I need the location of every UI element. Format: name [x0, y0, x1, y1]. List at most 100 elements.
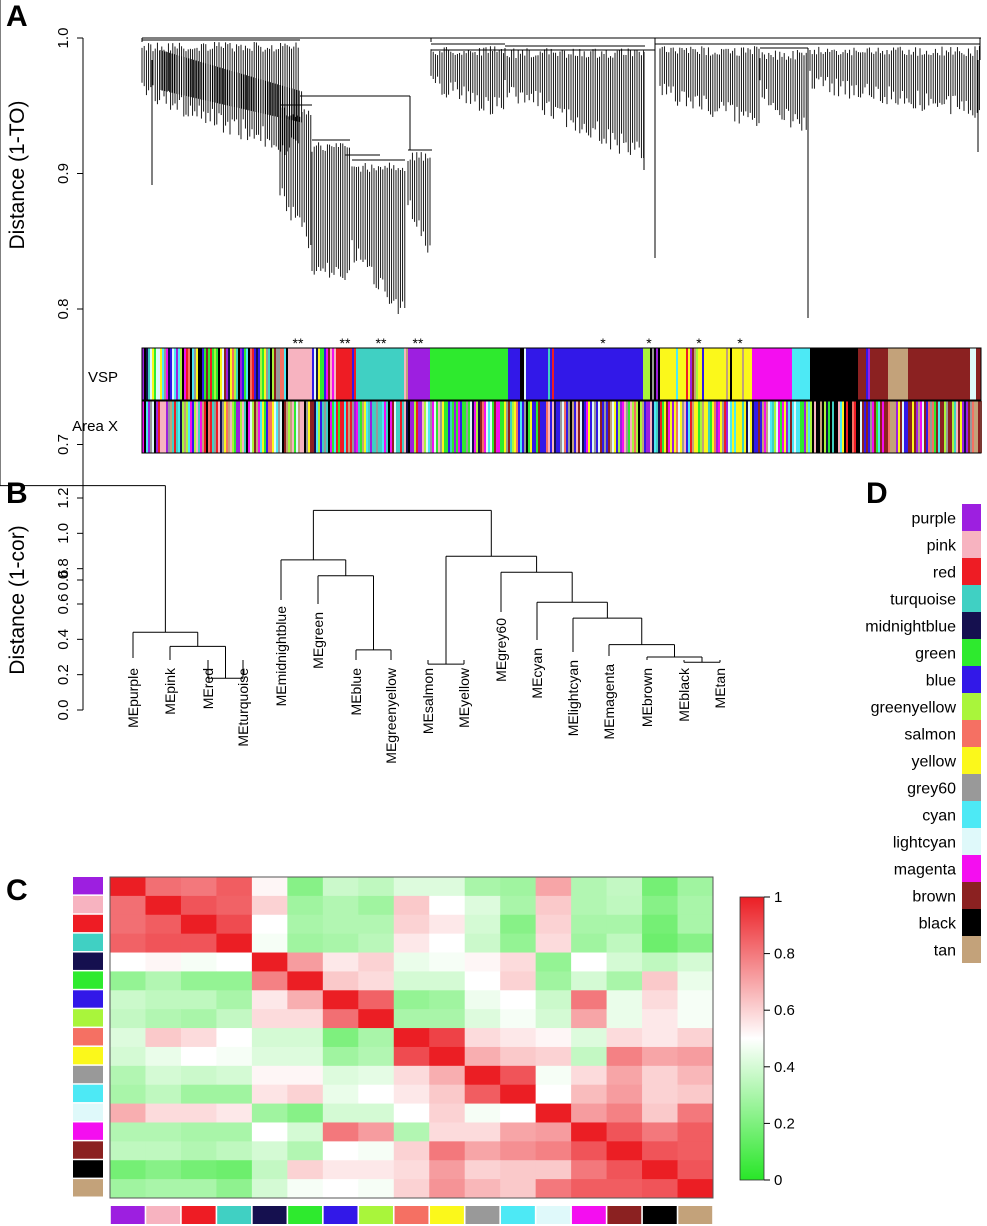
- area-x-gene-stripe: [784, 401, 786, 453]
- heatmap-cell: [216, 1065, 253, 1086]
- heatmap-cell: [571, 877, 608, 897]
- vsp-gene-stripe: [286, 348, 288, 400]
- area-x-track-border: [141, 400, 982, 454]
- heatmap-cell: [358, 914, 395, 935]
- heatmap-cell: [216, 1084, 253, 1105]
- heatmap-cell: [287, 1103, 324, 1123]
- area-x-gene-stripe: [826, 401, 828, 453]
- vsp-gene-stripe: [170, 348, 172, 400]
- vsp-gene-stripe: [268, 348, 270, 400]
- module-color-legend: purple pink red turquoise midnightblue green b…: [865, 504, 981, 963]
- area-x-gene-stripe: [710, 401, 712, 453]
- area-x-gene-stripe: [334, 401, 336, 453]
- vsp-gene-stripe: [260, 348, 262, 400]
- vsp-module-block: [430, 348, 508, 400]
- area-x-gene-stripe: [186, 401, 188, 453]
- area-x-gene-stripe: [470, 401, 472, 453]
- area-x-gene-stripe: [594, 401, 596, 453]
- area-x-gene-stripe: [164, 401, 166, 453]
- heatmap-cell: [500, 1028, 537, 1048]
- vsp-gene-stripe: [720, 348, 722, 400]
- vsp-gene-stripe: [734, 348, 736, 400]
- area-x-gene-stripe: [194, 401, 196, 453]
- vsp-gene-stripe: [174, 348, 176, 400]
- vsp-gene-stripe: [236, 348, 238, 400]
- area-x-gene-stripe: [450, 401, 452, 453]
- legend-label-blue: blue: [926, 673, 956, 690]
- vsp-gene-stripe: [750, 348, 752, 400]
- row-color-green: [73, 971, 103, 989]
- heatmap-cell: [606, 1065, 643, 1086]
- heatmap-cell: [677, 895, 714, 916]
- area-x-gene-stripe: [298, 401, 300, 453]
- area-x-gene-stripe: [200, 401, 202, 453]
- area-x-gene-stripe: [750, 401, 752, 453]
- heatmap-cell: [606, 952, 643, 972]
- area-x-gene-stripe: [674, 401, 676, 453]
- heatmap-cell: [500, 877, 537, 897]
- area-x-gene-stripe: [734, 401, 736, 453]
- heatmap-cell: [145, 1103, 182, 1123]
- vsp-gene-stripe: [654, 348, 656, 400]
- color-scale-bar: [739, 896, 765, 1181]
- heatmap-cell: [145, 952, 182, 972]
- area-x-gene-stripe: [300, 401, 302, 453]
- area-x-gene-stripe: [326, 401, 328, 453]
- vsp-gene-stripe: [872, 348, 874, 400]
- legend-label-salmon: salmon: [904, 727, 956, 744]
- area-x-gene-stripe: [754, 401, 756, 453]
- heatmap-cell: [535, 1103, 572, 1123]
- color-scale-tick-label: 0.4: [774, 1059, 795, 1076]
- heatmap-cell: [322, 933, 359, 954]
- area-x-gene-stripe: [516, 401, 518, 453]
- area-x-gene-stripe: [602, 401, 604, 453]
- area-x-gene-stripe: [670, 401, 672, 453]
- heatmap-cell: [606, 1122, 643, 1142]
- eigengene-heatmap: [110, 877, 714, 1199]
- heatmap-cell: [251, 1028, 288, 1048]
- vsp-gene-stripe: [546, 348, 548, 400]
- vsp-module-block: [408, 348, 430, 400]
- vsp-gene-stripe: [748, 348, 750, 400]
- area-x-gene-stripe: [716, 401, 718, 453]
- vsp-gene-stripe: [886, 348, 888, 400]
- area-x-gene-stripe: [278, 401, 280, 453]
- legend-swatch-cyan: [962, 801, 981, 828]
- heatmap-cell: [251, 1160, 288, 1180]
- heatmap-cell: [429, 1065, 466, 1086]
- heatmap-cell: [287, 1065, 324, 1086]
- area-x-gene-stripe: [146, 401, 148, 453]
- area-x-gene-stripe: [954, 401, 956, 453]
- vsp-gene-stripe: [200, 348, 202, 400]
- column-color-green: [288, 1206, 323, 1224]
- area-x-gene-stripe: [864, 401, 866, 453]
- area-x-gene-stripe: [766, 401, 768, 453]
- area-x-gene-stripe: [464, 401, 466, 453]
- row-color-cyan: [73, 1084, 103, 1103]
- eigengene-dendrogram-panel: Distance (1-cor) 0.00.20.40.60.81.01.2 M…: [0, 0, 728, 764]
- heatmap-cell: [145, 1046, 182, 1067]
- row-color-midnightblue: [73, 952, 103, 970]
- area-x-gene-stripe: [352, 401, 354, 453]
- legend-swatch-greenyellow: [962, 693, 981, 720]
- heatmap-cell: [110, 933, 146, 954]
- area-x-gene-stripe: [630, 401, 632, 453]
- heatmap-cell: [500, 914, 537, 935]
- legend-label-purple: purple: [912, 511, 957, 528]
- eigengene-leaf-label: MEbrown: [639, 668, 655, 727]
- heatmap-cell: [145, 1160, 182, 1180]
- heatmap-cell: [535, 1160, 572, 1180]
- heatmap-cell: [642, 1009, 679, 1029]
- vsp-color-track: [141, 347, 982, 401]
- area-x-gene-stripe: [804, 401, 806, 453]
- vsp-gene-stripe: [736, 348, 738, 400]
- heatmap-cell: [322, 971, 359, 991]
- area-x-gene-stripe: [258, 401, 260, 453]
- column-color-pink: [146, 1206, 181, 1224]
- gene-dendrogram-panel: Distance (1-TO) 0.60.70.80.91.0 ** ** ** **…: [6, 28, 982, 590]
- area-x-gene-stripe: [500, 401, 502, 453]
- vsp-gene-stripe: [226, 348, 228, 400]
- area-x-gene-stripe: [902, 401, 904, 453]
- area-x-gene-stripe: [694, 401, 696, 453]
- heatmap-cell: [287, 1122, 324, 1142]
